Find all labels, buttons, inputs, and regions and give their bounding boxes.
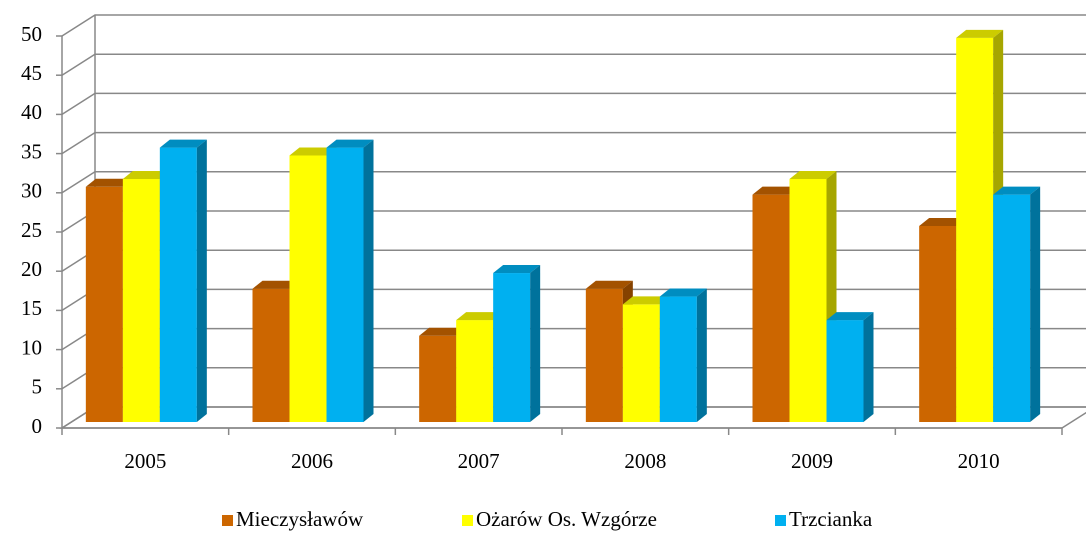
legend-label: Trzcianka xyxy=(789,507,873,531)
bar-top xyxy=(622,296,670,305)
bar-front xyxy=(659,296,697,422)
bar-front xyxy=(493,273,531,422)
legend-label: Mieczysławów xyxy=(236,507,364,531)
bar-top xyxy=(919,218,967,226)
bar-front xyxy=(419,335,457,422)
bar-top xyxy=(85,178,133,187)
bar-top xyxy=(159,139,207,148)
legend-label: Ożarów Os. Wzgórze xyxy=(476,507,657,531)
bar-front xyxy=(585,288,623,422)
x-tick-label: 2005 xyxy=(124,449,166,473)
y-tick-label: 35 xyxy=(21,139,42,163)
bar-top xyxy=(826,312,874,321)
grid-line xyxy=(61,131,1086,155)
y-tick-label: 45 xyxy=(21,61,42,85)
bar-front xyxy=(122,178,160,422)
y-tick-label: 0 xyxy=(32,414,43,438)
bar-top xyxy=(956,29,1004,38)
bar-top xyxy=(122,170,170,179)
bar-top xyxy=(659,288,707,297)
bar xyxy=(993,186,1041,422)
bar-front xyxy=(993,194,1031,422)
bar-side xyxy=(696,288,707,422)
bar-top xyxy=(326,139,374,148)
y-tick-label: 10 xyxy=(21,335,42,359)
bar-front xyxy=(956,37,994,423)
bar-top xyxy=(456,312,504,321)
bar xyxy=(326,139,374,422)
legend-swatch xyxy=(462,515,473,526)
x-tick-label: 2007 xyxy=(458,449,500,473)
bar xyxy=(826,312,874,422)
bar-front xyxy=(326,147,364,422)
y-tick-label: 15 xyxy=(21,296,42,320)
bar-front xyxy=(159,147,197,422)
bar-front xyxy=(289,155,327,422)
bar-top xyxy=(419,327,467,336)
bar-front xyxy=(752,194,790,422)
bar-front xyxy=(252,288,290,422)
bar xyxy=(659,288,707,422)
bar-front xyxy=(789,178,827,422)
bar-side xyxy=(530,265,541,422)
bar-top xyxy=(585,280,633,289)
x-tick-label: 2010 xyxy=(958,449,1000,473)
legend-swatch xyxy=(222,515,233,526)
grid-line xyxy=(61,92,1086,116)
y-tick-label: 25 xyxy=(21,218,42,242)
y-tick-label: 30 xyxy=(21,179,42,203)
grid-line xyxy=(61,14,1086,37)
x-tick-label: 2006 xyxy=(291,449,333,473)
bar-front xyxy=(826,320,864,422)
bar-top xyxy=(493,265,541,274)
bar xyxy=(493,265,541,422)
bar-side xyxy=(363,139,374,422)
bar-front xyxy=(85,186,123,422)
bar-front xyxy=(622,304,660,422)
x-tick-label: 2008 xyxy=(624,449,666,473)
bar-top xyxy=(789,170,837,179)
bar-front xyxy=(456,320,494,422)
grid-line xyxy=(61,53,1086,76)
bar-top xyxy=(752,186,800,195)
bar-top xyxy=(252,280,300,289)
y-tick-label: 50 xyxy=(21,22,42,46)
y-tick-label: 40 xyxy=(21,100,42,124)
bar-front xyxy=(919,226,957,422)
legend-swatch xyxy=(775,515,786,526)
y-tick-label: 20 xyxy=(21,257,42,281)
bar-side xyxy=(196,139,207,422)
bar-top xyxy=(289,147,337,156)
bar-side xyxy=(863,312,874,422)
x-tick-label: 2009 xyxy=(791,449,833,473)
bar xyxy=(159,139,207,422)
bar-top xyxy=(993,186,1041,195)
grid-line xyxy=(61,171,1086,194)
bar-side xyxy=(1030,186,1041,422)
y-tick-label: 5 xyxy=(32,375,43,399)
